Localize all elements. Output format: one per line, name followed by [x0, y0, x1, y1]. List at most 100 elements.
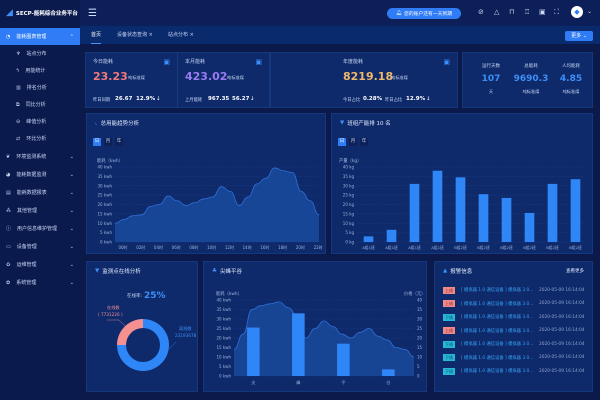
menu-toggle-icon[interactable]: ☰: [88, 8, 97, 19]
bar[interactable]: [501, 197, 512, 242]
sidebar-item-label: 环境监测系统: [16, 154, 47, 160]
alarm-status-badge: 下线: [443, 340, 455, 348]
bar[interactable]: [382, 369, 395, 376]
tab-home[interactable]: 首页: [91, 26, 102, 44]
kpi-compare-label: 上月能耗: [185, 98, 203, 103]
y-tick-label: 5 kg: [345, 230, 354, 235]
y-tick-label: 35 kg: [343, 174, 355, 179]
logo[interactable]: ◢ SECP-能耗综合业务平台: [0, 0, 80, 26]
bell-icon: 🔔︎: [395, 11, 403, 16]
bar[interactable]: [337, 343, 350, 376]
sidebar-item-label: 用户信息维护管理: [17, 226, 58, 232]
period-button[interactable]: 日: [338, 138, 346, 146]
data-point: [229, 190, 231, 192]
tab-label: 站点分布: [168, 32, 189, 38]
tab-bar: [80, 26, 600, 44]
data-point: [158, 204, 160, 205]
y-tick-label: 25 kwh: [217, 326, 232, 331]
bar[interactable]: [570, 179, 581, 242]
alarm-row[interactable]: 下线 [ 模拟器 1.0 通信设备 ] 模拟器 3.0... 2020-05-09 …: [443, 312, 593, 322]
fullscreen-icon[interactable]: ⛶: [554, 8, 559, 16]
bar[interactable]: [547, 183, 558, 242]
alarm-status-badge: 上线: [443, 327, 455, 334]
sidebar-item[interactable]: ▤ 能耗数据报表 ⌄: [0, 184, 80, 201]
data-point: [309, 200, 311, 202]
sidebar-item[interactable]: ⧉ 同比分析: [0, 96, 80, 113]
period-button[interactable]: 日: [93, 138, 101, 146]
y2-tick-label: 5: [417, 364, 420, 369]
sidebar-item[interactable]: ▥ 排名分析: [0, 79, 80, 96]
kpi-label: 年度能耗: [343, 59, 364, 65]
sidebar-item[interactable]: ⊖ 峰值分析: [0, 113, 80, 130]
chevron-down-icon: ⌄: [69, 261, 74, 268]
data-point: [132, 215, 134, 217]
alarm-row[interactable]: 上线 [ 模拟器 1.0 通信设备 ] 模拟器 3.0... 2020-05-09 …: [443, 299, 593, 309]
bar[interactable]: [247, 327, 260, 376]
calendar-icon[interactable]: ▣: [255, 58, 262, 66]
sidebar-item[interactable]: ▭ 设备管理 ⌄: [0, 238, 80, 255]
donut-slice[interactable]: [117, 319, 143, 345]
sidebar-item[interactable]: ⓘ 用户信息维护管理 ⌄: [0, 220, 80, 237]
y-tick-label: 30 kwh: [217, 317, 232, 322]
period-button[interactable]: 年: [360, 138, 368, 146]
avatar[interactable]: ◆: [571, 6, 583, 18]
sidebar-item[interactable]: ⇄ 环比分析: [0, 130, 80, 147]
data-point: [123, 219, 125, 220]
shield-icon[interactable]: ⊘: [478, 8, 484, 16]
bar[interactable]: [363, 236, 374, 242]
period-button[interactable]: 年: [115, 138, 123, 146]
alarm-row[interactable]: 下线 [ 模拟器 1.0 通信设备 ] 模拟器 3.0... 2020-05-09 …: [443, 339, 593, 349]
bar[interactable]: [386, 229, 397, 242]
shirt-icon[interactable]: ♖: [524, 8, 531, 16]
y-tick-label: 35 kwh: [217, 307, 232, 312]
chevron-down-icon: ⌄: [69, 153, 74, 160]
sidebar-item[interactable]: ◕ 能耗数据监测 ⌄: [0, 166, 80, 183]
bar[interactable]: [292, 313, 305, 376]
close-icon[interactable]: ×: [148, 32, 153, 38]
bar[interactable]: [409, 183, 420, 242]
sidebar-item[interactable]: ❦ 环境监测系统 ⌄: [0, 148, 80, 165]
alarm-row[interactable]: 上线 [ 模拟器 1.0 通信设备 ] 模拟器 3.0... 2020-05-09 …: [443, 326, 593, 336]
translate-icon[interactable]: ▣: [539, 8, 546, 16]
bar[interactable]: [524, 212, 535, 242]
calendar-icon[interactable]: ▣: [163, 58, 170, 66]
sidebar-item[interactable]: ⁂ 其他管理 ⌄: [0, 202, 80, 219]
x-tick-label: 04时: [154, 244, 163, 250]
notice-pill[interactable]: 🔔︎ 您的账户还有一天到期: [387, 8, 461, 19]
y-tick-label: 0 kg: [345, 240, 354, 245]
data-point: [274, 167, 276, 169]
close-icon[interactable]: ×: [189, 32, 194, 38]
sidebar-item[interactable]: ✿ 系统管理 ⌄: [0, 274, 80, 291]
tab-site-distribution[interactable]: 站点分布 ×: [168, 26, 194, 44]
trend-panel: ⌞ 总用能趋势分析 日月年 能耗（kwh） 0 kwh 5 kwh 10 kwh 15 k…: [86, 113, 326, 254]
sidebar-item[interactable]: ◔ 能耗图表管理 ⌃: [0, 28, 80, 45]
chevron-down-icon[interactable]: ⌄: [587, 8, 593, 15]
lock-icon[interactable]: ⊓: [509, 8, 515, 16]
period-button[interactable]: 月: [349, 138, 357, 146]
kpi-unit: 吨标准煤: [227, 75, 244, 80]
view-more-link[interactable]: 查看更多: [566, 269, 584, 274]
rate-value: 25%: [144, 291, 166, 301]
bar[interactable]: [432, 170, 443, 242]
more-button[interactable]: 更多 ⌄: [565, 31, 593, 41]
clock-icon: ◔: [6, 33, 11, 40]
period-button[interactable]: 月: [104, 138, 112, 146]
alarm-row[interactable]: 下线 [ 模拟器 1.0 通信设备 ] 模拟器 3.0... 2020-05-09 …: [443, 366, 593, 376]
calendar-icon[interactable]: ▣: [443, 58, 450, 66]
leader-line: [168, 341, 177, 350]
stat-value: 9690.3: [513, 74, 549, 84]
warning-icon[interactable]: △: [494, 8, 500, 16]
alarm-row[interactable]: 上线 [ 模拟器 1.0 通信设备 ] 模拟器 3.0... 2020-05-09 …: [443, 285, 593, 295]
y2-tick-label: 10: [417, 355, 423, 360]
sidebar-item[interactable]: ♻ 运维管理 ⌄: [0, 256, 80, 273]
alarm-row[interactable]: 下线 [ 模拟器 1.0 通信设备 ] 模拟器 3.0... 2020-05-09 …: [443, 353, 593, 363]
donut-slice[interactable]: [117, 319, 169, 371]
data-point: [167, 195, 169, 197]
sidebar-item[interactable]: ϟ 用能统计: [0, 62, 80, 79]
bar[interactable]: [478, 194, 489, 242]
x-tick-label: 00时: [118, 244, 127, 250]
bar[interactable]: [455, 177, 466, 242]
tab-device-status[interactable]: 设备状态查询 ×: [117, 26, 153, 44]
sidebar-item[interactable]: ♆ 站点分布: [0, 45, 80, 62]
kpi-compare-value: 967.35: [208, 96, 230, 102]
